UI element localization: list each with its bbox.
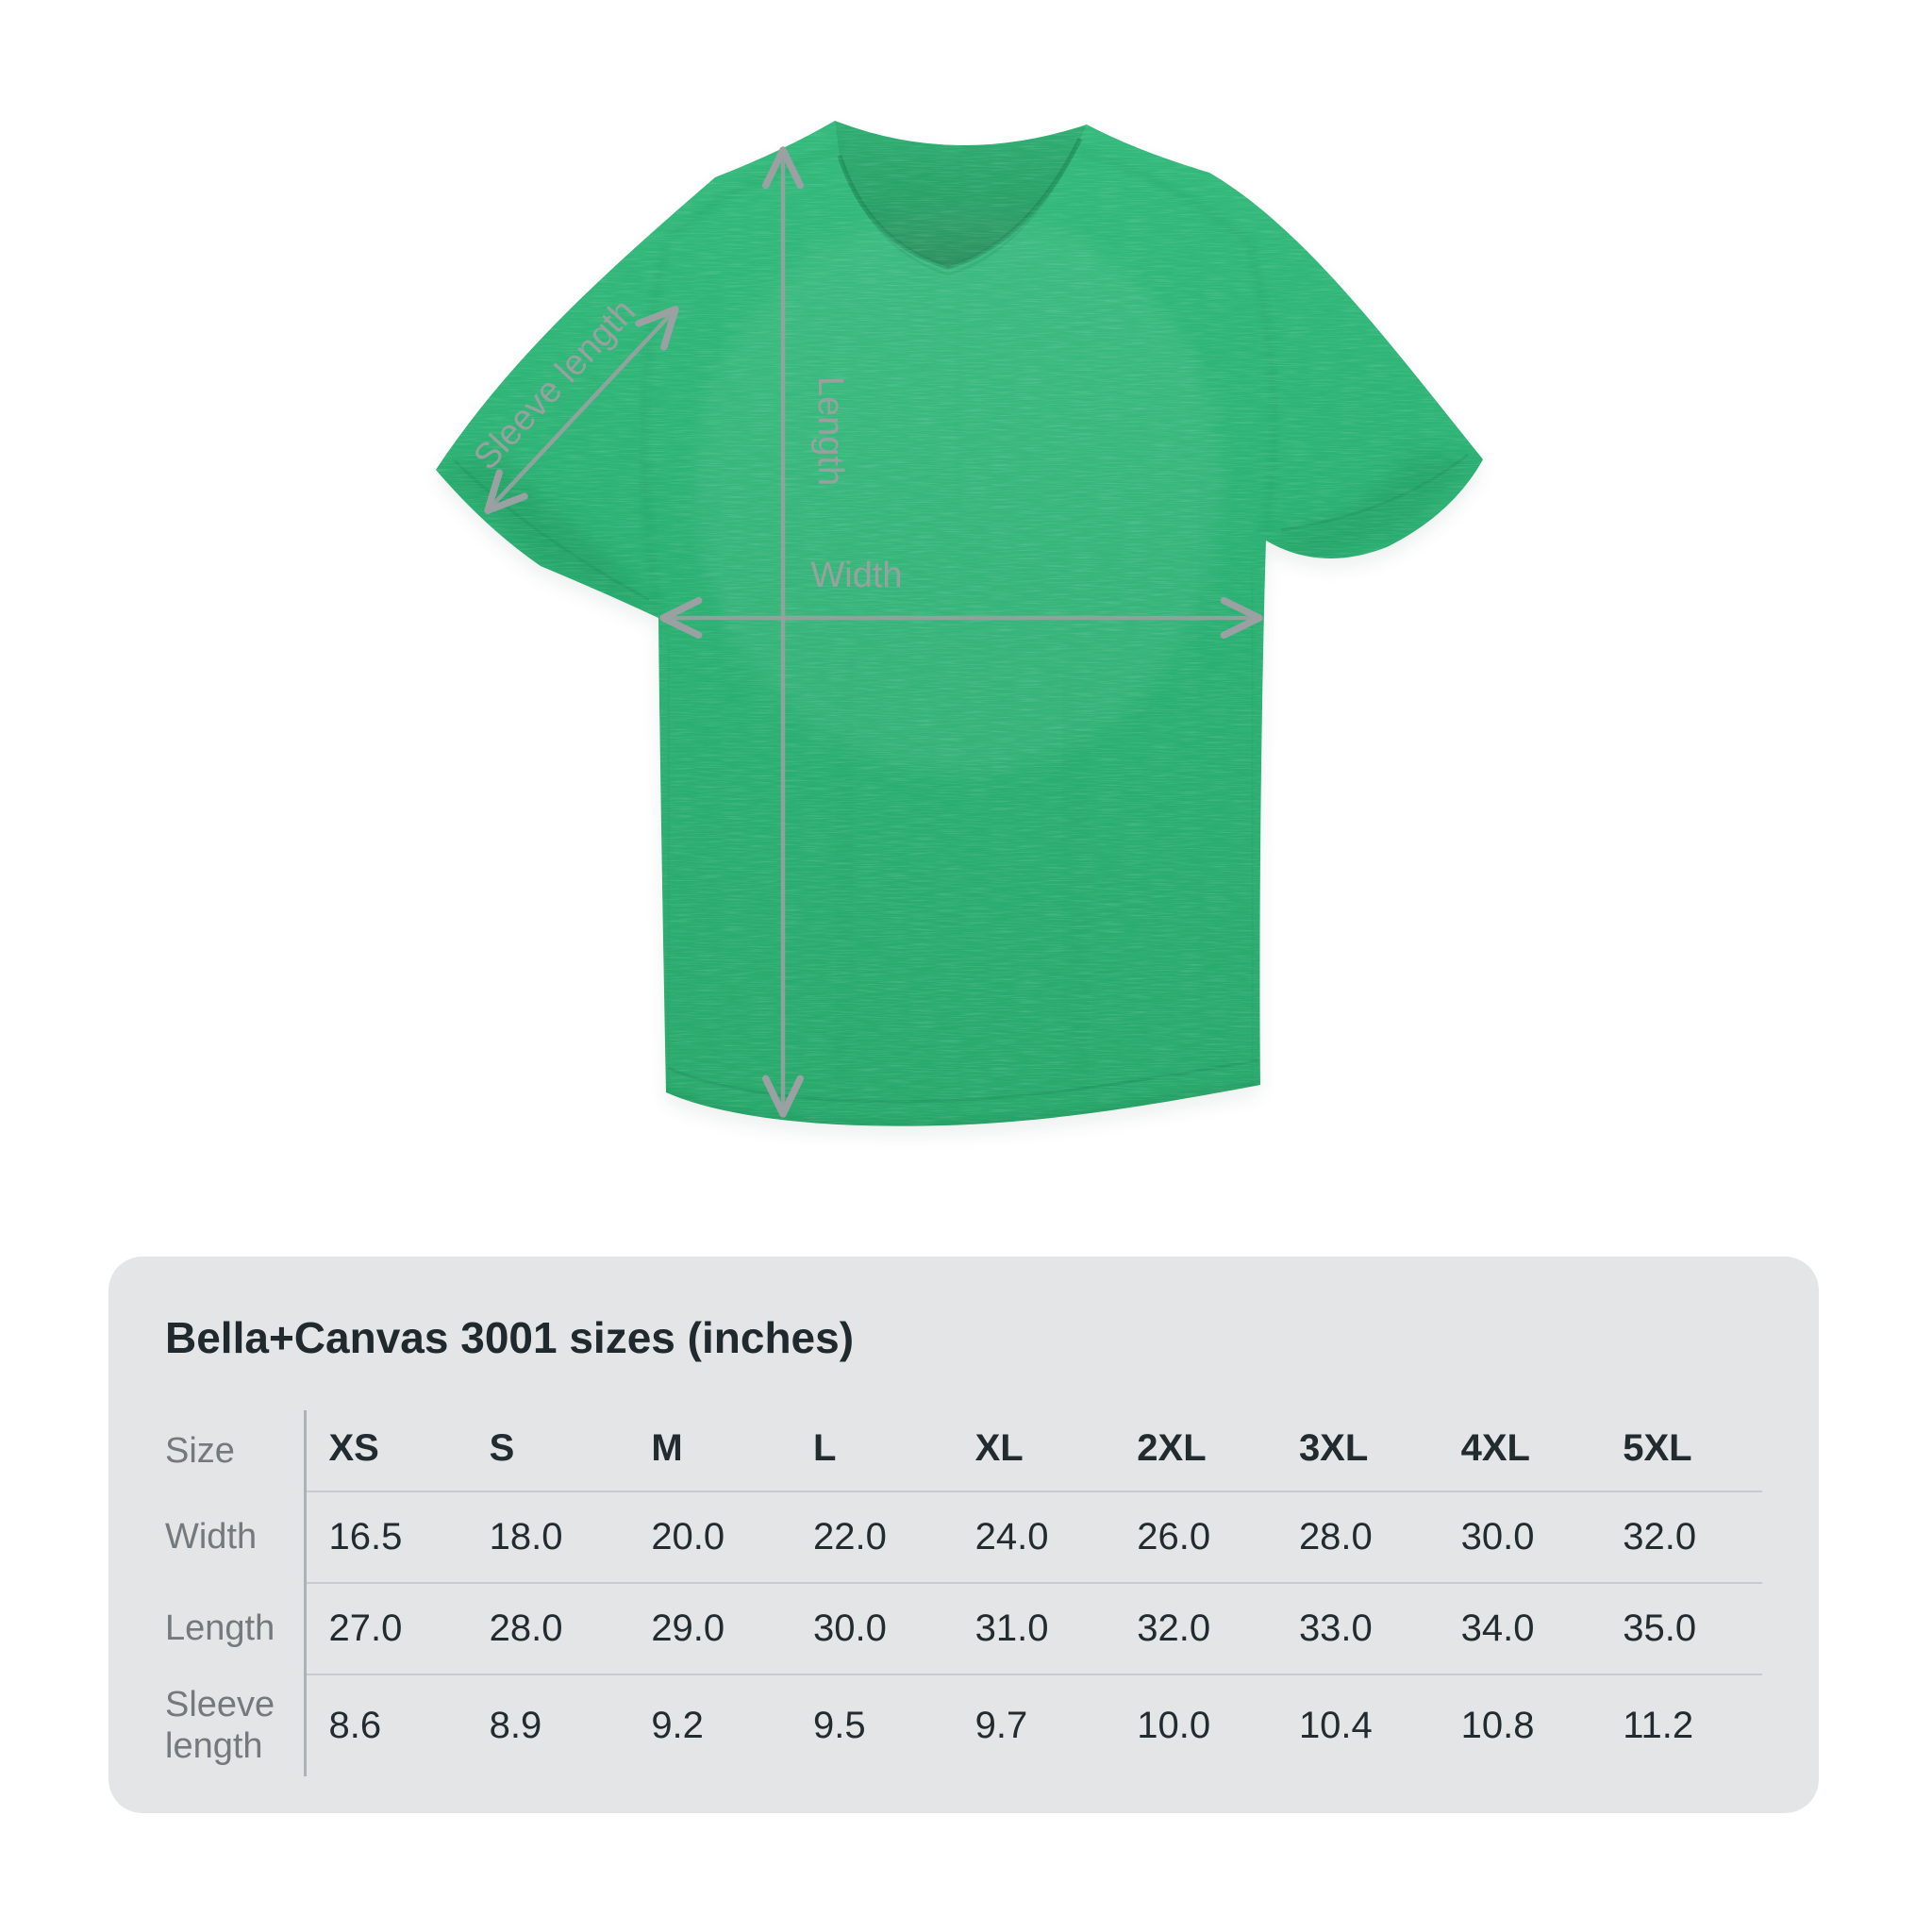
col-header-3xl: 3XL	[1275, 1409, 1439, 1492]
cell-sleeve-length-2xl: 10.0	[1137, 1704, 1211, 1746]
corner-header-size: Size	[165, 1409, 307, 1491]
size-chart-table: Size XS S M L XL 2XL 3XL 4XL 5XL Width 16.5 18.0 20.…	[165, 1409, 1762, 1777]
cell-width-xs: 16.5	[305, 1491, 467, 1584]
cell-width-s: 18.0	[466, 1491, 629, 1584]
cell-length-m: 29.0	[628, 1582, 791, 1675]
cell-length-3xl: 33.0	[1275, 1582, 1439, 1675]
size-chart-title: Bella+Canvas 3001 sizes (inches)	[165, 1313, 855, 1362]
cell-width-xl: 24.0	[952, 1491, 1115, 1584]
row-label-length: Length	[165, 1582, 307, 1674]
cell-width-4xl: 30.0	[1438, 1491, 1601, 1584]
col-header-2xl: 2XL	[1114, 1409, 1276, 1492]
cell-sleeve-length-4xl: 10.8	[1460, 1704, 1535, 1746]
cell-sleeve-length-xs: 8.6	[328, 1704, 382, 1746]
size-chart-panel: Bella+Canvas 3001 sizes (inches) Size XS S…	[108, 1257, 1819, 1813]
col-header-5xl: 5XL	[1600, 1409, 1762, 1492]
cell-length-xs: 27.0	[305, 1582, 467, 1675]
cell-sleeve-length-5xl: 11.2	[1623, 1704, 1694, 1746]
width-label: Width	[810, 556, 902, 595]
sleeve-length-arrow	[484, 306, 679, 514]
table-row-width: Width 16.5 18.0 20.0 22.0 24.0 26.0 28.0 30.0 32.…	[165, 1491, 1762, 1584]
cell-sleeve-length-s: 8.9	[489, 1704, 542, 1746]
row-label-width: Width	[165, 1491, 307, 1583]
col-header-xs: XS	[305, 1409, 467, 1492]
cell-sleeve-length-3xl: 10.4	[1298, 1704, 1373, 1746]
cell-sleeve-length-l: 9.5	[812, 1704, 866, 1746]
cell-width-5xl: 32.0	[1600, 1491, 1762, 1584]
cell-width-m: 20.0	[628, 1491, 791, 1584]
cell-length-xl: 31.0	[952, 1582, 1115, 1675]
col-header-l: L	[790, 1409, 953, 1492]
tshirt-graphic	[436, 121, 1483, 1126]
cell-length-5xl: 35.0	[1600, 1582, 1762, 1675]
cell-length-s: 28.0	[466, 1582, 629, 1675]
length-label: Length	[810, 376, 850, 486]
cell-length-2xl: 32.0	[1114, 1582, 1276, 1675]
cell-length-l: 30.0	[790, 1582, 953, 1675]
cell-sleeve-length-m: 9.2	[651, 1704, 704, 1746]
cell-length-4xl: 34.0	[1438, 1582, 1601, 1675]
tshirt-measurement-diagram: Sleeve length Length Width	[436, 121, 1483, 1136]
table-header-row: Size XS S M L XL 2XL 3XL 4XL 5XL	[165, 1409, 1762, 1492]
col-header-s: S	[466, 1409, 629, 1492]
row-label-sleeve-length: Sleeve length	[165, 1674, 307, 1777]
cell-width-l: 22.0	[790, 1491, 953, 1584]
cell-width-3xl: 28.0	[1275, 1491, 1439, 1584]
col-header-4xl: 4XL	[1438, 1409, 1601, 1492]
col-header-xl: XL	[952, 1409, 1115, 1492]
cell-sleeve-length-xl: 9.7	[974, 1704, 1028, 1746]
table-row-sleeve-length: Sleeve length 8.6 8.9 9.2 9.5 9.7 10.0 10.4 10.8…	[165, 1674, 1762, 1777]
cell-width-2xl: 26.0	[1114, 1491, 1276, 1584]
table-row-length: Length 27.0 28.0 29.0 30.0 31.0 32.0 33.0 34.0 35…	[165, 1582, 1762, 1675]
col-header-m: M	[628, 1409, 791, 1492]
